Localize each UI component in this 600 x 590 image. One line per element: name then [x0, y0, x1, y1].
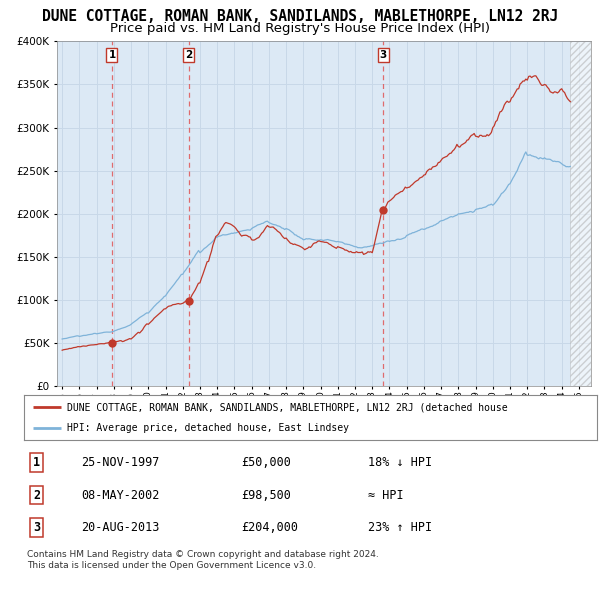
Text: 3: 3: [33, 521, 40, 534]
Bar: [571, 41, 591, 386]
Text: Contains HM Land Registry data © Crown copyright and database right 2024.: Contains HM Land Registry data © Crown c…: [27, 550, 379, 559]
Text: 20-AUG-2013: 20-AUG-2013: [82, 521, 160, 534]
Text: 2: 2: [185, 50, 193, 60]
Text: 3: 3: [380, 50, 387, 60]
Text: 18% ↓ HPI: 18% ↓ HPI: [368, 456, 432, 469]
Text: 1: 1: [109, 50, 116, 60]
Bar: [571, 41, 591, 386]
Text: 08-MAY-2002: 08-MAY-2002: [82, 489, 160, 502]
Text: HPI: Average price, detached house, East Lindsey: HPI: Average price, detached house, East…: [67, 422, 349, 432]
Text: 2: 2: [33, 489, 40, 502]
Text: £50,000: £50,000: [242, 456, 292, 469]
Text: £204,000: £204,000: [242, 521, 299, 534]
Text: £98,500: £98,500: [242, 489, 292, 502]
Text: DUNE COTTAGE, ROMAN BANK, SANDILANDS, MABLETHORPE, LN12 2RJ: DUNE COTTAGE, ROMAN BANK, SANDILANDS, MA…: [42, 9, 558, 24]
Text: This data is licensed under the Open Government Licence v3.0.: This data is licensed under the Open Gov…: [27, 560, 316, 569]
Text: DUNE COTTAGE, ROMAN BANK, SANDILANDS, MABLETHORPE, LN12 2RJ (detached house: DUNE COTTAGE, ROMAN BANK, SANDILANDS, MA…: [67, 402, 508, 412]
Text: 1: 1: [33, 456, 40, 469]
Text: Price paid vs. HM Land Registry's House Price Index (HPI): Price paid vs. HM Land Registry's House …: [110, 22, 490, 35]
Text: ≈ HPI: ≈ HPI: [368, 489, 403, 502]
Text: 23% ↑ HPI: 23% ↑ HPI: [368, 521, 432, 534]
Text: 25-NOV-1997: 25-NOV-1997: [82, 456, 160, 469]
